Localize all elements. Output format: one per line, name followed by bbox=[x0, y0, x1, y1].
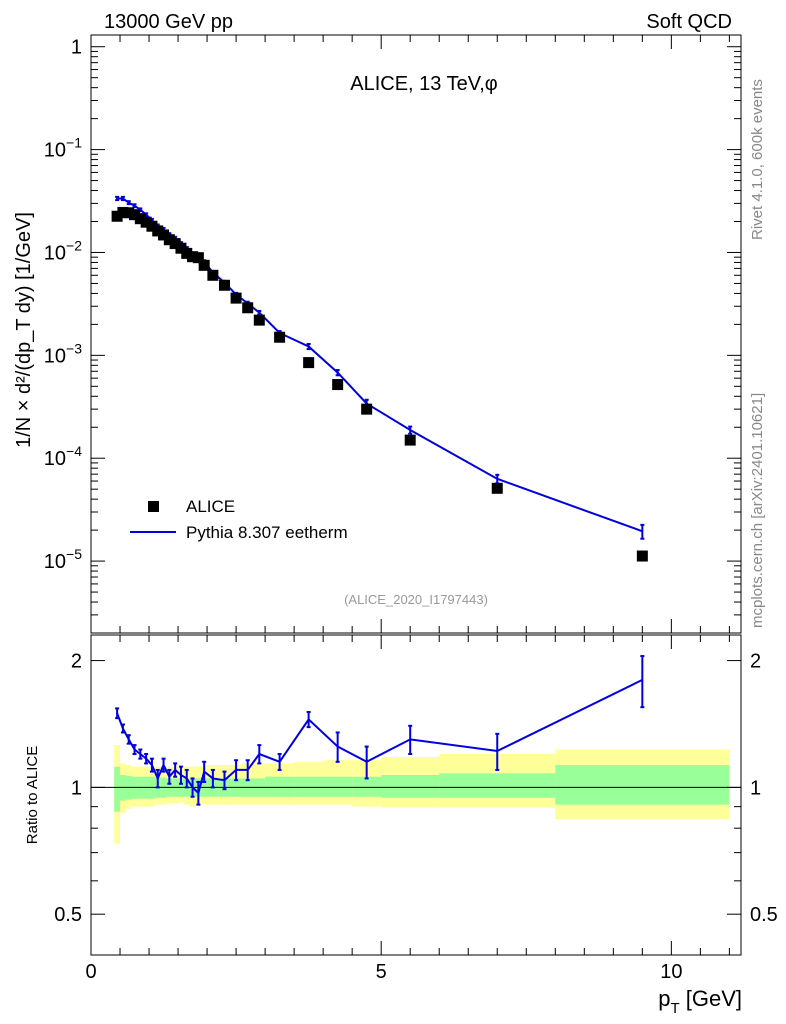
x-axis-label: pT [GeV] bbox=[658, 986, 742, 1017]
uncertainty-band-segment bbox=[555, 765, 730, 805]
ratio-axis-ticks bbox=[90, 635, 741, 956]
x-tick-label: 0 bbox=[85, 961, 96, 983]
analysis-id: (ALICE_2020_I1797443) bbox=[344, 592, 488, 607]
x-tick-labels: 0 5 10 bbox=[85, 961, 682, 983]
mcplots-label: mcplots.cern.ch [arXiv:2401.10621] bbox=[749, 393, 766, 628]
main-panel: 1 10−1 10−2 10−3 10−4 10−5 ALICE, 13 TeV,φ (A… bbox=[13, 34, 742, 634]
uncertainty-band-segment bbox=[352, 776, 382, 797]
data-point bbox=[169, 238, 181, 250]
uncertainty-band-segment bbox=[294, 776, 324, 797]
data-point bbox=[198, 259, 210, 271]
ratio-line bbox=[116, 678, 643, 795]
legend-alice-label: ALICE bbox=[186, 497, 235, 516]
main-y-tick-label: 1 bbox=[71, 37, 82, 59]
legend-mc-label: Pythia 8.307 eetherm bbox=[186, 523, 348, 542]
ratio-series bbox=[115, 655, 645, 806]
data-point bbox=[129, 209, 141, 221]
data-point bbox=[274, 331, 286, 343]
data-point bbox=[163, 234, 175, 246]
x-tick-label: 5 bbox=[376, 961, 387, 983]
data-point bbox=[111, 210, 123, 222]
legend: ALICE Pythia 8.307 eetherm bbox=[130, 497, 348, 542]
main-y-tick-labels: 1 10−1 10−2 10−3 10−4 10−5 bbox=[44, 37, 82, 573]
main-y-tick-label: 10−1 bbox=[44, 135, 82, 162]
data-point bbox=[361, 403, 373, 415]
ratio-y-tick-label-left: 1 bbox=[71, 777, 82, 799]
ratio-y-tick-label-left: 0.5 bbox=[54, 904, 82, 926]
ratio-y-tick-label-right: 1 bbox=[750, 777, 761, 799]
main-y-tick-label: 10−3 bbox=[44, 340, 82, 367]
main-y-tick-label: 10−4 bbox=[44, 443, 82, 470]
data-point bbox=[146, 220, 158, 232]
ratio-y-tick-label-right: 0.5 bbox=[750, 904, 778, 926]
data-point bbox=[158, 229, 170, 241]
data-point bbox=[152, 225, 164, 237]
legend-alice-marker bbox=[148, 501, 159, 512]
data-point bbox=[123, 207, 135, 219]
plot-title: ALICE, 13 TeV,φ bbox=[350, 73, 498, 95]
mc-series bbox=[115, 195, 645, 540]
rivet-version-label: Rivet 4.1.0, 600k events bbox=[749, 79, 766, 240]
data-point bbox=[187, 251, 199, 263]
data-point bbox=[636, 550, 648, 562]
uncertainty-bands bbox=[114, 745, 730, 844]
main-y-tick-label: 10−5 bbox=[44, 546, 82, 573]
ratio-y-axis-label: Ratio to ALICE bbox=[24, 746, 41, 844]
data-point bbox=[303, 357, 315, 369]
uncertainty-band-segment bbox=[114, 766, 121, 812]
x-tick-label: 10 bbox=[660, 961, 682, 983]
data-point bbox=[230, 292, 242, 304]
ratio-panel: 0.5 0.5 1 1 2 2 0 5 10 Ratio to ALICE pT [GeV] bbox=[24, 634, 778, 1017]
header-right: Soft QCD bbox=[646, 11, 732, 33]
main-axis-ticks bbox=[90, 35, 741, 634]
data-point bbox=[404, 434, 416, 446]
uncertainty-band-segment bbox=[265, 776, 295, 797]
mc-line bbox=[117, 197, 643, 533]
data-point bbox=[134, 213, 146, 225]
data-point bbox=[181, 247, 193, 259]
ratio-plot-frame bbox=[90, 634, 742, 956]
data-point bbox=[491, 482, 503, 494]
main-y-axis-label: 1/N × d²/(dp_T dy) [1/GeV] bbox=[13, 212, 35, 448]
data-point bbox=[332, 379, 344, 391]
uncertainty-band-segment bbox=[439, 773, 556, 798]
data-point bbox=[140, 216, 152, 228]
data-point bbox=[192, 252, 204, 264]
uncertainty-band-segment bbox=[381, 774, 440, 798]
data-point bbox=[117, 206, 129, 218]
data-point bbox=[207, 269, 219, 281]
ratio-y-tick-label-left: 2 bbox=[71, 651, 82, 673]
data-point bbox=[175, 242, 187, 254]
ratio-y-tick-labels: 0.5 0.5 1 1 2 2 bbox=[54, 651, 778, 927]
ratio-y-tick-label-right: 2 bbox=[750, 651, 761, 673]
header-left: 13000 GeV pp bbox=[104, 11, 233, 33]
main-plot-frame bbox=[90, 34, 742, 634]
data-point bbox=[218, 279, 230, 291]
uncertainty-band-segment bbox=[323, 776, 353, 797]
alice-data-series bbox=[111, 206, 648, 562]
data-point bbox=[253, 314, 265, 326]
data-point bbox=[242, 302, 254, 314]
main-y-tick-label: 10−2 bbox=[44, 237, 82, 264]
